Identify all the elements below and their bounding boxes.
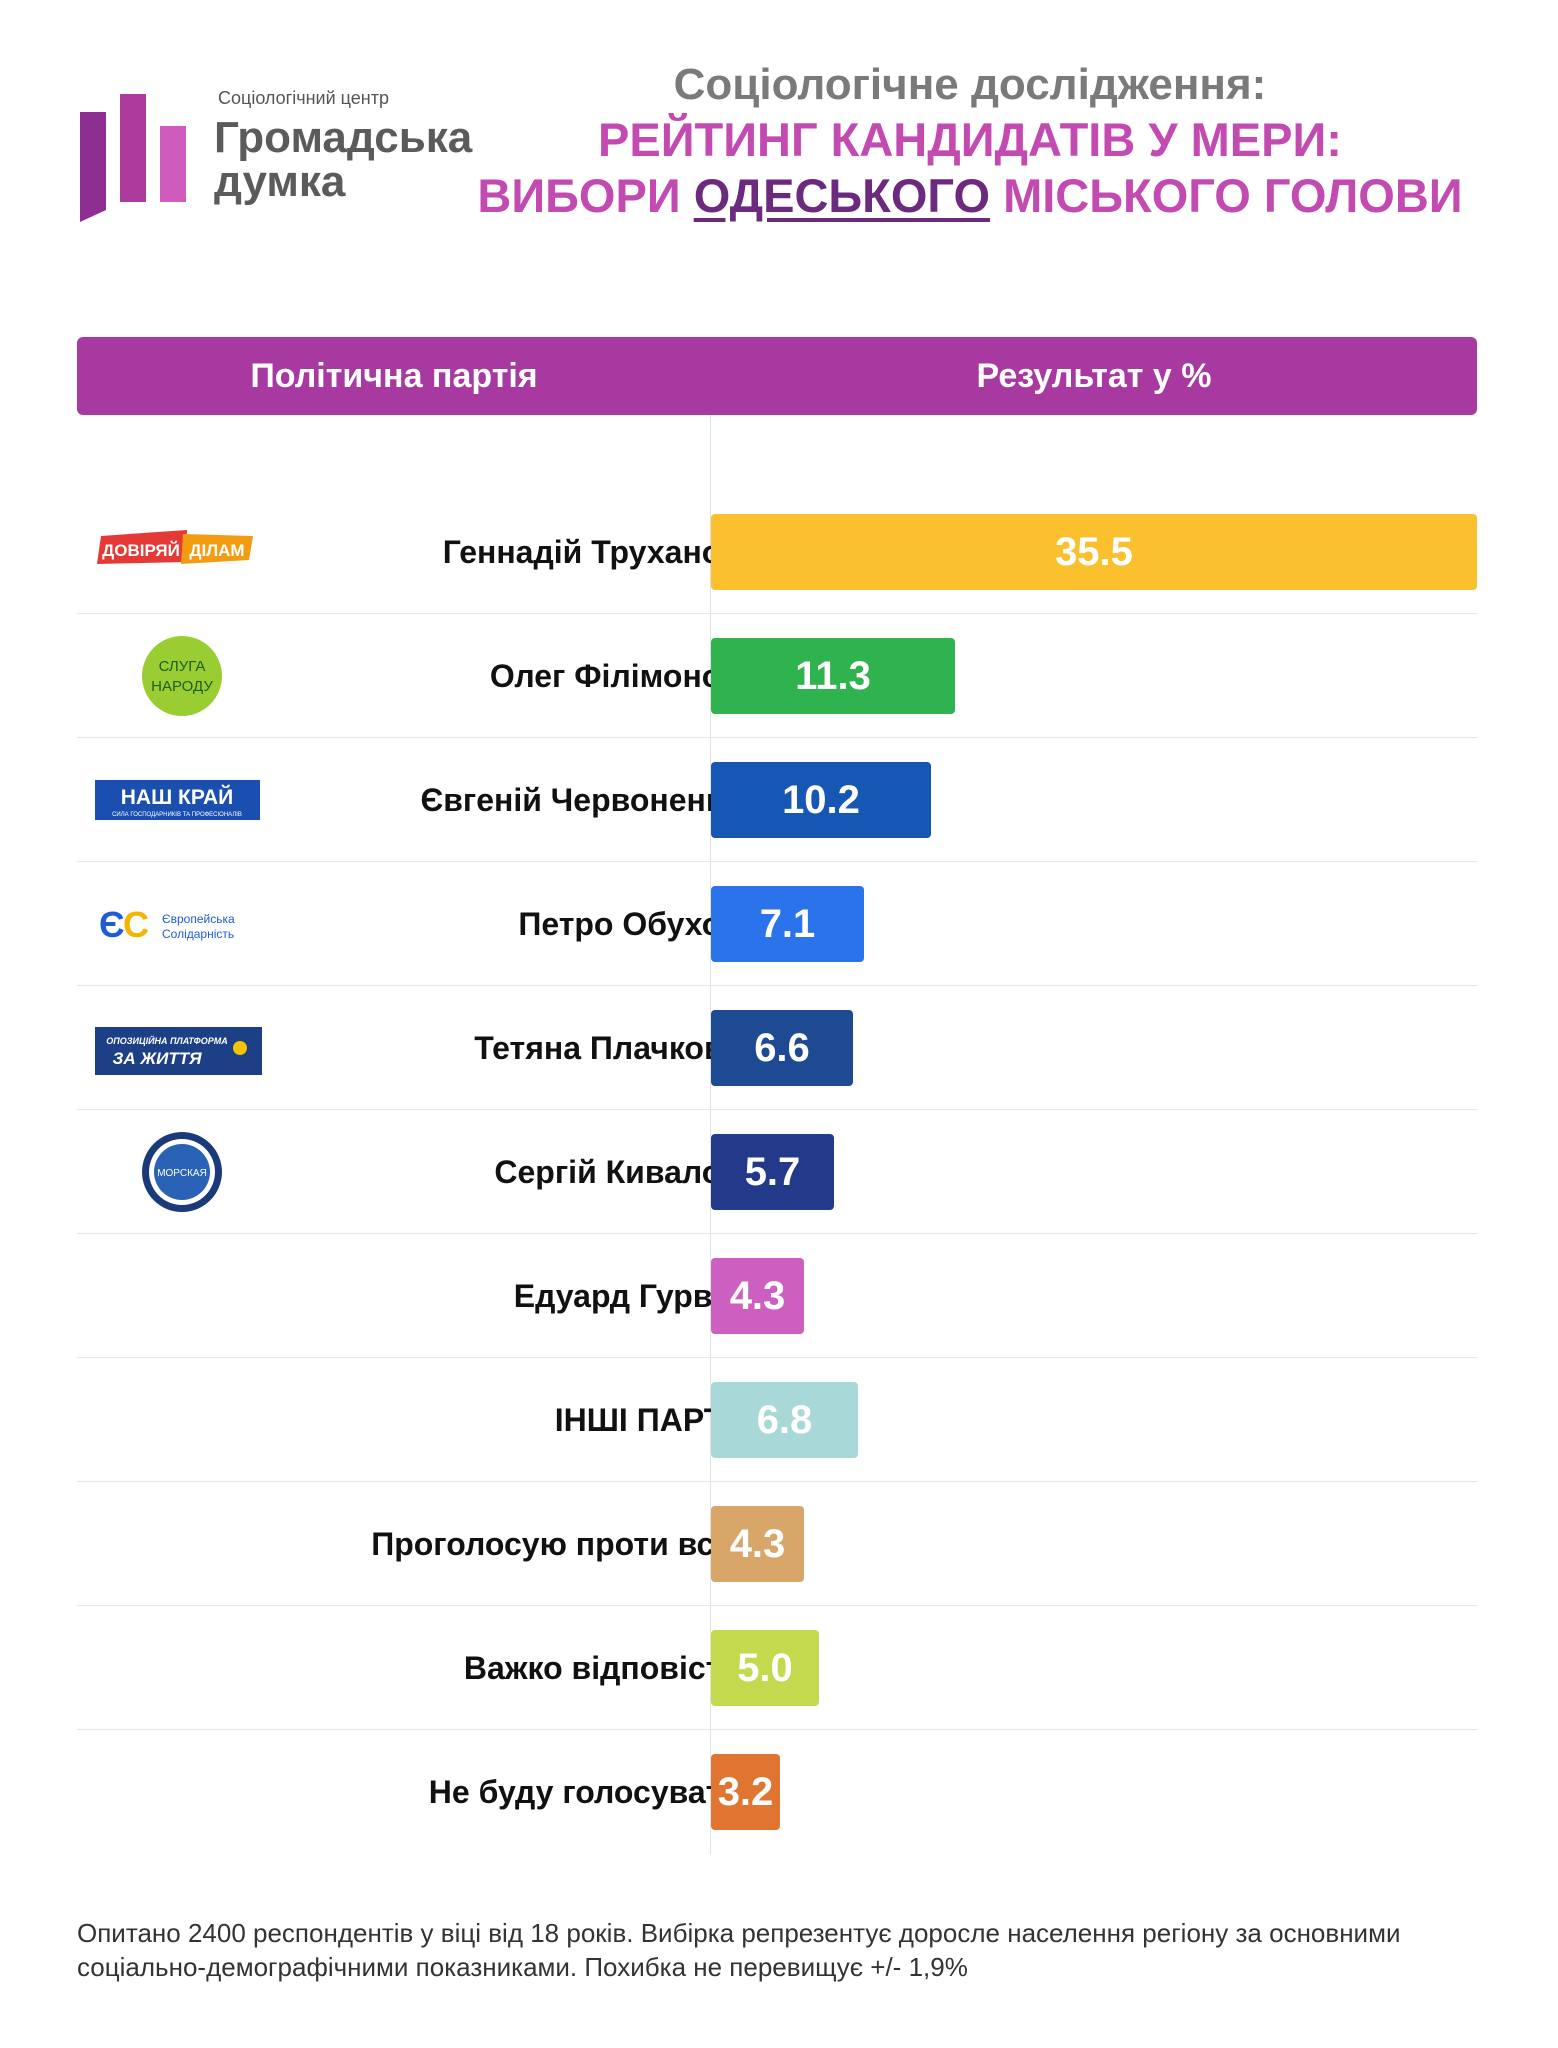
svg-text:ЗА ЖИТТЯ: ЗА ЖИТТЯ [112, 1049, 202, 1068]
party-logo-sluha: СЛУГА НАРОДУ [87, 614, 262, 738]
row-separator [77, 1109, 1477, 1110]
category-label: Не буду голосувати [428, 1774, 741, 1810]
chart-row: НАШ КРАЙ СИЛА ГОСПОДАРНИКІВ ТА ПРОФЕСІОН… [77, 738, 1477, 862]
title-line1: РЕЙТИНГ КАНДИДАТІВ У МЕРИ: [598, 113, 1342, 166]
row-separator [77, 1729, 1477, 1730]
chart-row: МОРСКАЯ Сергій Кивалов 5.7 [77, 1110, 1477, 1234]
bar: 6.8 [711, 1382, 858, 1458]
category-label: Тетяна Плачкова [474, 1030, 741, 1066]
column-header-result: Результат у % [976, 357, 1212, 395]
svg-text:ДОВІРЯЙ: ДОВІРЯЙ [102, 541, 180, 560]
chart-row: Є С Європейська Солідарність Петро Обухо… [77, 862, 1477, 986]
category-label: Проголосую проти всіх [371, 1526, 741, 1562]
page-title: Соціологічне дослідження: РЕЙТИНГ КАНДИД… [440, 58, 1500, 224]
data-label: 6.6 [754, 1026, 810, 1070]
svg-text:НАРОДУ: НАРОДУ [151, 678, 213, 695]
chart-row: ОПОЗИЦІЙНА ПЛАТФОРМА ЗА ЖИТТЯ Тетяна Пла… [77, 986, 1477, 1110]
category-label: Сергій Кивалов [494, 1154, 741, 1190]
logo-name-line2: думка [214, 157, 346, 206]
bar: 4.3 [711, 1506, 804, 1582]
category-label: Євгеній Червоненко [420, 782, 741, 818]
column-header-party: Політична партія [250, 357, 538, 395]
data-label: 5.0 [737, 1646, 793, 1690]
chart-row: ІНШІ ПАРТІЇ 6.8 [77, 1358, 1477, 1482]
bar: 3.2 [711, 1754, 780, 1830]
party-logo-morska: МОРСКАЯ [87, 1110, 262, 1234]
bar: 10.2 [711, 762, 931, 838]
svg-text:СИЛА ГОСПОДАРНИКІВ ТА ПРОФЕСІО: СИЛА ГОСПОДАРНИКІВ ТА ПРОФЕСІОНАЛІВ [112, 812, 242, 818]
row-separator [77, 1605, 1477, 1606]
category-label: Геннадій Труханов [442, 534, 741, 570]
svg-text:Солідарність: Солідарність [162, 927, 234, 941]
category-label: Петро Обухов [518, 906, 741, 942]
chart-row: Едуард Гурвіц 4.3 [77, 1234, 1477, 1358]
logo-name-line1: Громадська [214, 113, 473, 162]
svg-text:С: С [123, 904, 149, 945]
party-logo-doviryay: ДОВІРЯЙ ДІЛАМ [87, 490, 262, 614]
svg-text:ДІЛАМ: ДІЛАМ [189, 541, 244, 560]
axis-line [710, 415, 711, 1855]
footnote: Опитано 2400 респондентів у віці від 18 … [77, 1918, 1401, 1982]
row-separator [77, 1357, 1477, 1358]
bar: 4.3 [711, 1258, 804, 1334]
svg-text:Є: Є [99, 904, 125, 945]
category-label: Едуард Гурвіц [513, 1278, 741, 1314]
row-separator [77, 1233, 1477, 1234]
bar: 6.6 [711, 1010, 853, 1086]
svg-text:НАШ КРАЙ: НАШ КРАЙ [121, 785, 234, 809]
data-label: 3.2 [717, 1770, 774, 1814]
chart-row: ДОВІРЯЙ ДІЛАМ Геннадій Труханов 35.5 [77, 490, 1477, 614]
data-label: 35.5 [1055, 530, 1133, 574]
data-label: 4.3 [729, 1522, 786, 1566]
data-label: 6.8 [756, 1398, 813, 1442]
party-logo-nash-krai: НАШ КРАЙ СИЛА ГОСПОДАРНИКІВ ТА ПРОФЕСІОН… [87, 738, 262, 862]
svg-text:СЛУГА: СЛУГА [159, 658, 206, 675]
row-separator [77, 985, 1477, 986]
data-label: 10.2 [782, 778, 860, 822]
svg-text:МОРСКАЯ: МОРСКАЯ [157, 1168, 207, 1179]
title-line2-prefix: ВИБОРИ [477, 169, 694, 222]
chart-row: Не буду голосувати 3.2 [77, 1730, 1477, 1854]
title-city: ОДЕСЬКОГО [693, 169, 991, 222]
bar: 7.1 [711, 886, 864, 962]
logo-bars-icon [80, 94, 186, 222]
data-label: 5.7 [744, 1150, 801, 1194]
svg-text:Європейська: Європейська [162, 912, 235, 926]
title-line2-suffix: МІСЬКОГО ГОЛОВИ [990, 169, 1463, 222]
chart-row: СЛУГА НАРОДУ Олег Філімонов 11.3 [77, 614, 1477, 738]
title-subtitle: Соціологічне дослідження: [673, 60, 1267, 109]
party-logo-yes: Є С Європейська Солідарність [87, 862, 262, 986]
svg-text:ОПОЗИЦІЙНА ПЛАТФОРМА: ОПОЗИЦІЙНА ПЛАТФОРМА [106, 1035, 227, 1046]
bar: 35.5 [711, 514, 1477, 590]
title-line2: ВИБОРИ ОДЕСЬКОГО МІСЬКОГО ГОЛОВИ [440, 168, 1500, 224]
row-separator [77, 737, 1477, 738]
data-label: 4.3 [729, 1274, 786, 1318]
bar: 11.3 [711, 638, 955, 714]
row-separator [77, 1481, 1477, 1482]
chart-row: Важко відповісти 5.0 [77, 1606, 1477, 1730]
category-label: Важко відповісти [463, 1650, 741, 1686]
logo: Соціологічний центр Громадська думка [78, 88, 472, 228]
row-separator [77, 861, 1477, 862]
bar: 5.7 [711, 1134, 834, 1210]
party-logo-opzzh: ОПОЗИЦІЙНА ПЛАТФОРМА ЗА ЖИТТЯ [87, 986, 262, 1110]
category-label: Олег Філімонов [489, 658, 741, 694]
data-label: 7.1 [759, 902, 816, 946]
row-separator [77, 613, 1477, 614]
bar: 5.0 [711, 1630, 819, 1706]
table-header: Політична партія Результат у % [77, 337, 1477, 415]
logo-caption: Соціологічний центр [218, 88, 389, 108]
data-label: 11.3 [795, 654, 871, 698]
category-label: ІНШІ ПАРТІЇ [554, 1402, 741, 1438]
chart-row: Проголосую проти всіх 4.3 [77, 1482, 1477, 1606]
